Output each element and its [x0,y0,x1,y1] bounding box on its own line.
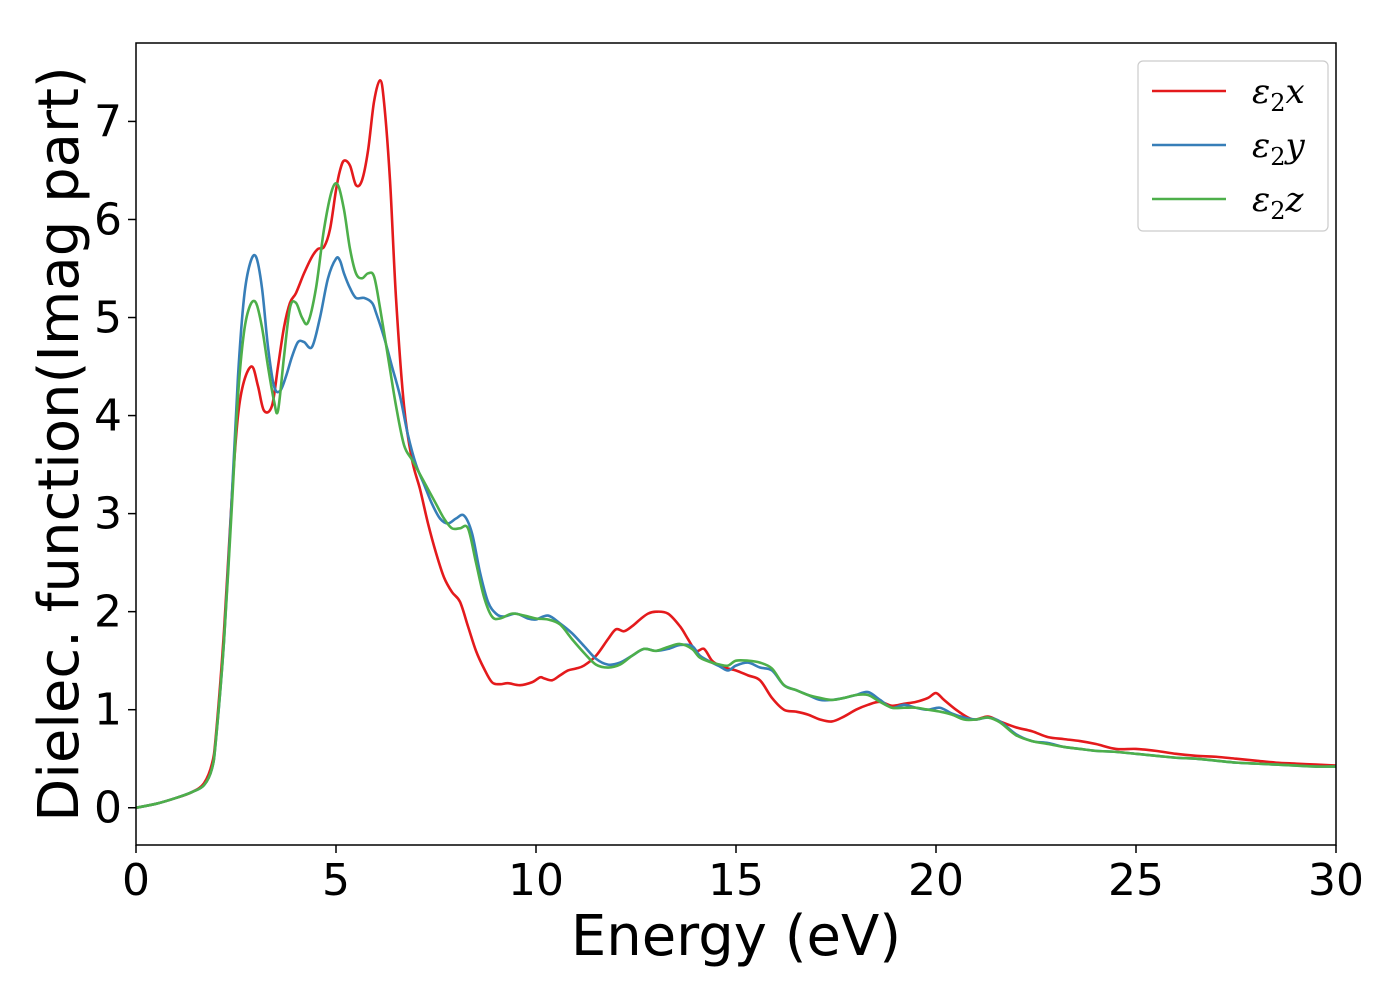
x-tick-label: 5 [322,855,350,906]
legend-entry-y: ε2y [1252,126,1306,171]
x-tick-label: 0 [122,855,150,906]
legend-entry-x: ε2x [1252,72,1305,117]
legend-entry-z: ε2z [1252,180,1305,225]
legend: ε2x ε2y ε2z [1137,60,1329,232]
series-layer [135,78,1337,810]
y-tick-label: 5 [94,293,122,344]
series-line-y [135,253,1337,810]
x-tick-label: 25 [1108,855,1164,906]
y-tick-label: 2 [94,587,122,638]
y-tick-label: 6 [94,194,122,245]
y-tick-label: 4 [94,391,122,442]
ticks-layer: 0 5 10 15 20 25 30 0 1 2 3 4 5 6 7 [94,96,1364,906]
x-axis-label: Energy (eV) [571,904,901,969]
x-tick-label: 30 [1308,855,1364,906]
y-tick-label: 3 [94,489,122,540]
y-tick-label: 0 [94,783,122,834]
x-tick-label: 10 [508,855,564,906]
x-tick-label: 20 [908,855,964,906]
y-tick-label: 7 [94,96,122,147]
x-tick-label: 15 [708,855,764,906]
y-axis-label: Dielec. function(Imag part) [27,66,92,822]
legend-box [1137,60,1329,232]
y-tick-label: 1 [94,685,122,736]
series-line-z [135,182,1337,810]
